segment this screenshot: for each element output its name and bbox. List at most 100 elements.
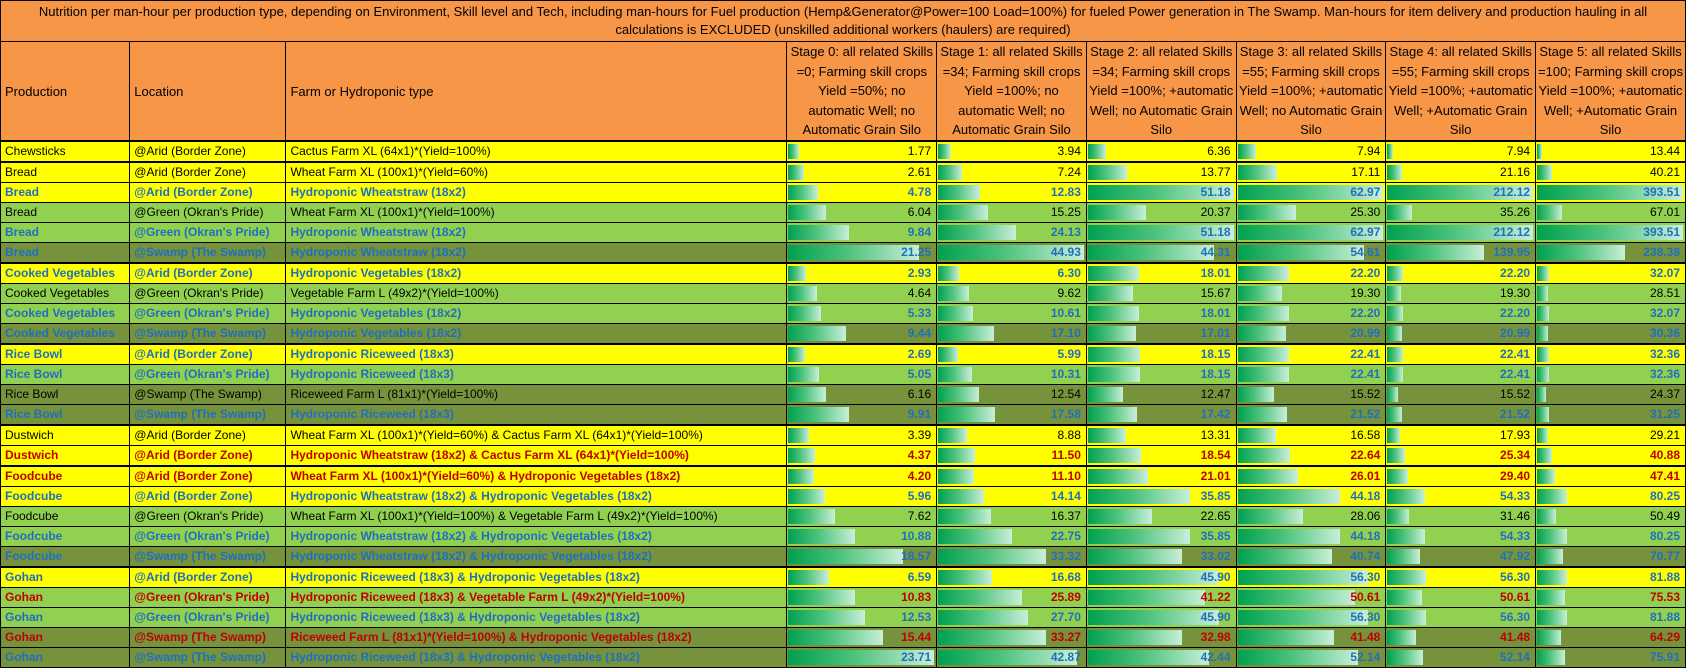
stage-2-value-cell: 20.37 bbox=[1085, 202, 1237, 223]
data-bar bbox=[938, 367, 972, 382]
stage-0-value-cell: 5.05 bbox=[786, 364, 938, 385]
data-bar bbox=[1537, 448, 1553, 463]
value-text: 54.33 bbox=[1500, 529, 1531, 543]
stage-2-value-cell: 6.36 bbox=[1085, 140, 1237, 163]
stage-4-value-cell: 22.41 bbox=[1385, 364, 1537, 385]
table-row: Rice Bowl @Green (Okran's Pride) Hydroponi… bbox=[0, 364, 1686, 385]
table-body: Chewsticks @Arid (Border Zone) Cactus Farm… bbox=[0, 140, 1686, 668]
stage-3-value-cell: 21.52 bbox=[1235, 404, 1387, 426]
stage-4-value-cell: 35.26 bbox=[1385, 202, 1537, 223]
data-bar bbox=[1237, 185, 1384, 200]
stage-1-value-cell: 9.62 bbox=[936, 283, 1087, 304]
type-cell: Hydroponic Wheatstraw (18x2) & Cactus Fa… bbox=[285, 445, 788, 467]
value-text: 67.01 bbox=[1649, 205, 1680, 219]
stage-2-value-cell: 18.54 bbox=[1085, 445, 1237, 467]
stage-4-value-cell: 21.16 bbox=[1385, 161, 1537, 183]
stage-4-value-cell: 139.95 bbox=[1385, 242, 1537, 264]
value-text: 45.90 bbox=[1200, 570, 1231, 584]
value-text: 47.92 bbox=[1500, 549, 1531, 563]
production-cell: Rice Bowl bbox=[0, 343, 131, 365]
data-bar bbox=[1087, 590, 1206, 605]
value-text: 33.02 bbox=[1200, 549, 1231, 563]
stage-3-value-cell: 52.14 bbox=[1235, 647, 1387, 668]
data-bar bbox=[1537, 489, 1567, 504]
data-bar bbox=[1237, 306, 1289, 321]
location-cell: @Arid (Border Zone) bbox=[129, 566, 287, 588]
stage-2-value-cell: 12.47 bbox=[1085, 384, 1237, 405]
data-bar bbox=[1087, 407, 1138, 422]
stage-0-value-cell: 6.04 bbox=[786, 202, 938, 223]
stage-0-value-cell: 4.64 bbox=[786, 283, 938, 304]
value-text: 56.30 bbox=[1350, 570, 1381, 584]
data-bar bbox=[1237, 489, 1340, 504]
stage-2-value-cell: 22.65 bbox=[1085, 506, 1237, 527]
value-text: 25.30 bbox=[1350, 205, 1381, 219]
data-bar bbox=[1537, 387, 1547, 402]
stage-5-value-cell: 47.41 bbox=[1535, 465, 1686, 487]
stage-2-value-cell: 45.90 bbox=[1085, 607, 1237, 628]
data-bar bbox=[1537, 529, 1567, 544]
data-bar bbox=[1387, 286, 1401, 301]
value-text: 75.53 bbox=[1649, 590, 1680, 604]
stage-1-value-cell: 6.30 bbox=[936, 262, 1087, 284]
production-cell: Gohan bbox=[0, 566, 131, 588]
stage-1-value-cell: 42.87 bbox=[936, 647, 1087, 668]
location-cell: @Arid (Border Zone) bbox=[129, 161, 287, 183]
data-bar bbox=[1237, 630, 1334, 645]
data-bar bbox=[1387, 570, 1427, 585]
stage-2-value-cell: 13.77 bbox=[1085, 161, 1237, 183]
value-text: 14.14 bbox=[1050, 489, 1081, 503]
value-text: 32.36 bbox=[1649, 367, 1680, 381]
type-cell: Hydroponic Vegetables (18x2) bbox=[285, 262, 788, 284]
value-text: 7.94 bbox=[1506, 144, 1531, 158]
value-text: 12.54 bbox=[1050, 387, 1081, 401]
stage-1-value-cell: 17.10 bbox=[936, 323, 1087, 345]
header-type: Farm or Hydroponic type bbox=[285, 41, 788, 142]
data-bar bbox=[1537, 367, 1550, 382]
stage-1-value-cell: 14.14 bbox=[936, 486, 1087, 507]
stage-5-value-cell: 75.53 bbox=[1535, 587, 1686, 608]
value-text: 32.07 bbox=[1649, 306, 1680, 320]
data-bar bbox=[1087, 428, 1126, 443]
value-text: 40.74 bbox=[1350, 549, 1381, 563]
data-bar bbox=[1087, 205, 1146, 220]
data-bar bbox=[788, 529, 856, 544]
data-bar bbox=[938, 549, 1047, 564]
value-text: 9.84 bbox=[907, 225, 932, 239]
table-row: Bread @Arid (Border Zone) Wheat Farm XL (1… bbox=[0, 161, 1686, 183]
value-text: 28.06 bbox=[1350, 509, 1381, 523]
stage-0-value-cell: 6.59 bbox=[786, 566, 938, 588]
data-bar bbox=[1537, 407, 1549, 422]
value-text: 4.37 bbox=[907, 448, 932, 462]
stage-4-value-cell: 22.41 bbox=[1385, 343, 1537, 365]
value-text: 44.18 bbox=[1350, 489, 1381, 503]
value-text: 20.37 bbox=[1200, 205, 1231, 219]
value-text: 1.77 bbox=[907, 144, 932, 158]
stage-1-value-cell: 16.68 bbox=[936, 566, 1087, 588]
header-stage-5: Stage 5: all related Skills =100; Farmin… bbox=[1535, 41, 1686, 142]
value-text: 51.18 bbox=[1200, 185, 1231, 199]
stage-3-value-cell: 26.01 bbox=[1235, 465, 1387, 487]
stage-3-value-cell: 22.64 bbox=[1235, 445, 1387, 467]
stage-5-value-cell: 30.36 bbox=[1535, 323, 1686, 345]
stage-5-value-cell: 81.88 bbox=[1535, 566, 1686, 588]
type-cell: Wheat Farm XL (100x1)*(Yield=60%) bbox=[285, 161, 788, 183]
value-text: 6.16 bbox=[907, 387, 932, 401]
stage-3-value-cell: 41.48 bbox=[1235, 627, 1387, 648]
data-bar bbox=[1237, 286, 1283, 301]
data-bar bbox=[1537, 225, 1684, 240]
stage-1-value-cell: 10.31 bbox=[936, 364, 1087, 385]
value-text: 22.64 bbox=[1350, 448, 1381, 462]
data-bar bbox=[1237, 367, 1290, 382]
value-text: 42.44 bbox=[1200, 650, 1231, 664]
value-text: 7.24 bbox=[1057, 165, 1081, 179]
data-bar bbox=[1237, 225, 1384, 240]
stage-4-value-cell: 56.30 bbox=[1385, 607, 1537, 628]
value-text: 10.31 bbox=[1050, 367, 1081, 381]
stage-0-value-cell: 1.77 bbox=[786, 140, 938, 163]
value-text: 81.88 bbox=[1649, 570, 1680, 584]
stage-5-value-cell: 393.51 bbox=[1535, 182, 1686, 203]
value-text: 18.01 bbox=[1200, 306, 1231, 320]
stage-0-value-cell: 18.57 bbox=[786, 546, 938, 568]
data-bar bbox=[938, 428, 967, 443]
